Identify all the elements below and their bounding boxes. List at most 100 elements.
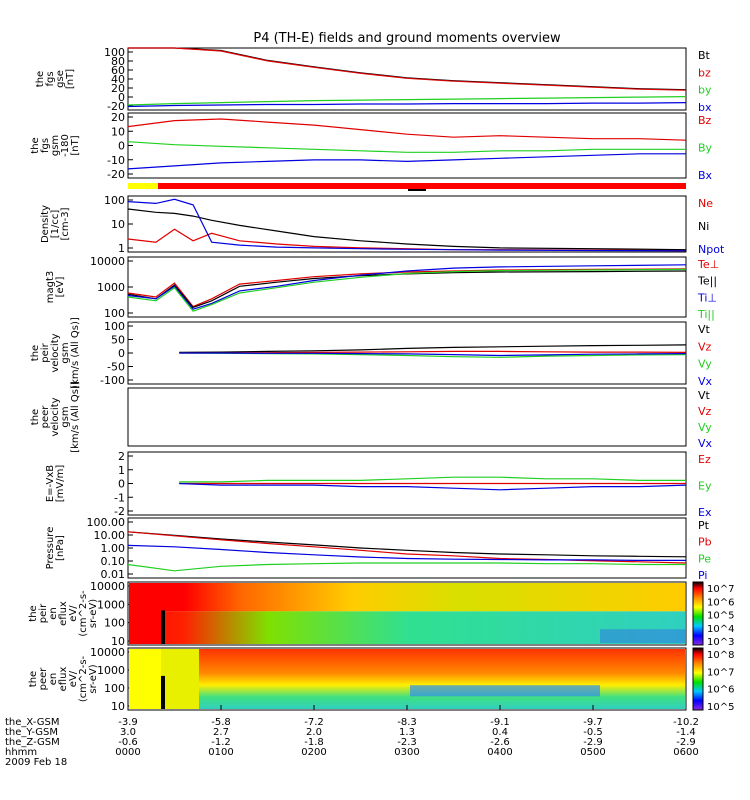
y-label-line: Density [40, 205, 51, 243]
time-row-value: 0000 [115, 747, 140, 758]
y-tick-label: 2 [118, 450, 125, 463]
y-tick-label: 100 [104, 682, 125, 695]
y-label-line: gsm [60, 342, 71, 363]
y-label-line: the [30, 345, 41, 361]
series-line-Ey [179, 476, 686, 483]
time-row-value: -8.3 [397, 717, 417, 728]
legend-Bx: Bx [698, 169, 713, 182]
y-tick-label: 1000 [97, 664, 125, 677]
y-tick-label: 100 [104, 320, 125, 333]
y-tick-label: -1 [114, 491, 125, 504]
y-axis-label: Pressure [nPa] [45, 527, 66, 570]
y-tick-label: 0.01 [101, 568, 126, 581]
y-tick-label: -50 [107, 361, 125, 374]
y-axis-label: Density [1/cc] [cm-3] [40, 205, 71, 243]
y-label-line: eV/ [68, 670, 79, 687]
panel-density: Density [1/cc] [cm-3] 100 10 1 Ne Ni Npot [40, 194, 725, 256]
y-axis-label: the peir velocity gsm [km/s (All Qs)] [30, 317, 81, 389]
legend-Ti⊥: Ti⊥ [697, 291, 717, 304]
colorbar-tick: 10^4 [707, 624, 734, 635]
colorbar-tick: 10^8 [707, 650, 734, 661]
y-tick-label: 10 [111, 700, 125, 713]
series-line-Vx [179, 352, 687, 357]
legend-Pe: Pe [698, 552, 711, 565]
y-label-line: [1/cc] [50, 210, 61, 239]
legend-By: By [698, 142, 713, 155]
series-line-Ne [127, 228, 687, 252]
panel-frame [127, 517, 687, 579]
time-row-value: -2.6 [490, 737, 510, 748]
legend-Ex: Ex [698, 506, 712, 519]
mode-bar-slow [128, 183, 158, 189]
time-row-value: -2.9 [676, 737, 696, 748]
heatmap-image [129, 649, 685, 709]
y-tick-label: 20 [111, 111, 125, 124]
y-label-line: [cm-3] [60, 207, 71, 240]
y-label-line: [km/s (All Qs)] [70, 317, 81, 389]
y-tick-label: 10 [111, 635, 125, 648]
heatmap-blue-patch [410, 685, 600, 697]
series-line-Vt [179, 344, 687, 353]
date-label: 2009 Feb 18 [5, 757, 67, 768]
y-tick-label: 100 [104, 46, 125, 59]
time-row-value: 0500 [580, 747, 605, 758]
y-tick-label: 1000 [97, 598, 125, 611]
y-tick-label: 1 [118, 242, 125, 255]
y-label-line: fgs [40, 138, 51, 153]
y-label-line: peir [40, 342, 51, 362]
time-row-label: the_Z-GSM [5, 737, 60, 748]
time-row-value: 0300 [394, 747, 419, 758]
y-label-line: eV/ [68, 605, 79, 622]
y-label-line: gse [55, 70, 66, 88]
y-label-line: [eV] [55, 277, 66, 298]
time-row-value: -5.8 [211, 717, 231, 728]
time-row-value: 0400 [487, 747, 512, 758]
series-line-bz [128, 47, 687, 91]
y-tick-label: 100 [104, 194, 125, 207]
colorbar-tick: 10^5 [707, 702, 734, 713]
time-row-value: -0.5 [583, 727, 603, 738]
y-ticks: 210-1-2 [114, 450, 133, 518]
legend-Vy: Vy [698, 358, 712, 371]
y-label-line: (cm^2-s- [78, 590, 89, 637]
y-label-line: E=-VxB [45, 465, 56, 502]
y-tick-label: 0 [118, 140, 125, 153]
heatmap-band-high [129, 583, 685, 612]
y-tick-label: 10000 [90, 646, 125, 659]
y-label-line: (cm^2-s- [78, 655, 89, 702]
series-line-Ex [179, 482, 687, 491]
y-label-line: peer [40, 405, 51, 429]
y-tick-label: 0 [118, 347, 125, 360]
y-axis-label: the fgs gsm -180 [nT] [30, 134, 81, 157]
y-tick-label: 0.10 [101, 555, 126, 568]
legend-Pb: Pb [698, 536, 712, 549]
y-axis-label: magt3 [eV] [45, 271, 66, 304]
y-label-line: en [48, 607, 59, 620]
colorbar [692, 581, 704, 646]
y-label-line: en [48, 673, 59, 686]
series-line-Te|| [127, 270, 687, 309]
y-tick-label: 50 [111, 334, 125, 347]
time-row-value: -1.2 [211, 737, 231, 748]
y-tick-label: 1000 [97, 281, 125, 294]
y-label-line: magt3 [45, 271, 56, 304]
series-line-Pe [127, 562, 686, 572]
time-row-value: 0600 [673, 747, 698, 758]
time-row-label: the_Y-GSM [5, 727, 58, 738]
mode-bar-fast [158, 183, 686, 189]
series-line-Ni [127, 208, 687, 251]
panel-frame [127, 47, 687, 111]
legend-Ey: Ey [698, 480, 712, 493]
panel-frame [127, 387, 687, 447]
time-row-value: 0100 [208, 747, 233, 758]
y-label-line: [km/s (All Qs)] [70, 381, 81, 453]
legend-Vz: Vz [698, 340, 712, 353]
time-row-value: -7.2 [304, 717, 324, 728]
colorbar [692, 647, 704, 711]
y-tick-label: -20 [107, 168, 125, 181]
time-row-value: -10.2 [673, 717, 699, 728]
